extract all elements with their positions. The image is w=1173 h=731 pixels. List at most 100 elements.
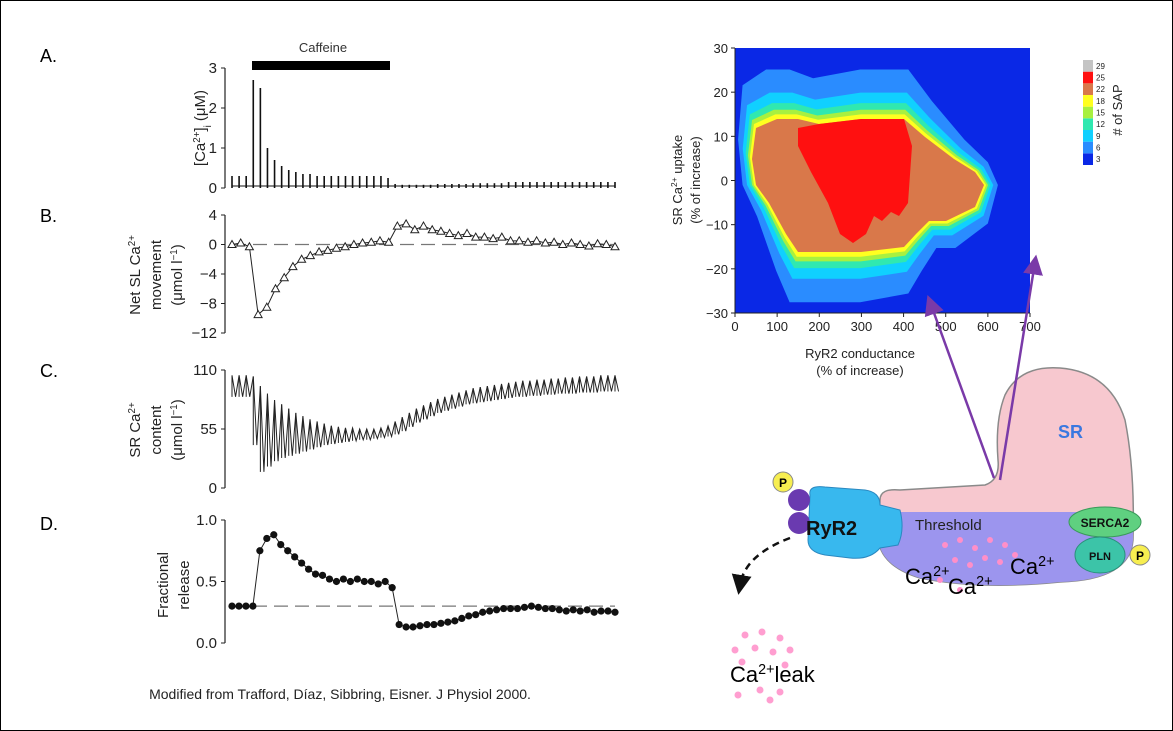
marker [472,611,480,619]
panel-letter: B. [40,206,57,226]
marker [346,577,354,586]
text-run: (% of increase) [816,363,903,378]
marker [284,547,292,555]
marker [339,575,348,583]
marker [279,272,290,282]
y-tick-label: 0 [721,174,728,189]
marker [322,245,333,254]
marker [277,541,285,549]
marker [228,602,236,610]
marker [488,233,498,243]
y-axis-label: (% of increase) [688,136,703,223]
marker [318,571,327,579]
y-tick-label: 1 [209,140,217,157]
y-tick-label: 0.5 [196,574,217,591]
y-tick-label: 110 [193,362,217,379]
marker [357,238,368,247]
y-tick-label: 0 [209,480,217,497]
marker [527,602,536,610]
y-axis-label: Fractional [155,552,172,618]
marker [374,580,382,588]
marker [557,239,568,248]
y-tick-label: 1.0 [196,512,217,529]
y-axis-label: Net SL Ca2+ [127,235,145,315]
link-arrow [924,294,996,479]
colorbar-cell [1083,71,1093,84]
marker [263,534,271,543]
superscript: −1 [169,404,180,415]
marker [375,235,385,245]
superscript: 2+ [976,574,992,590]
marker [520,603,529,611]
marker [496,232,507,241]
marker [235,602,243,610]
marker [575,239,586,248]
x-tick-label: 0 [731,319,738,334]
sr-label: SR [1058,422,1083,442]
marker [584,240,594,250]
marker [566,238,577,247]
marker [583,606,591,614]
marker [305,250,316,260]
marker [597,607,605,615]
marker [499,604,508,613]
y-tick-label: 0.0 [196,635,217,652]
panel-letter: D. [40,514,58,534]
marker [227,239,237,248]
marker [331,243,342,252]
text-run: release [176,560,193,609]
marker [305,565,313,573]
y-tick-label: 4 [209,207,217,224]
marker [416,622,424,630]
ryr2-label: RyR2 [806,518,857,540]
marker [395,620,403,629]
marker [604,607,612,615]
y-tick-label: 3 [209,60,217,77]
marker [444,618,452,626]
y-tick-label: −20 [706,262,728,277]
marker [514,235,525,245]
y-tick-label: 10 [714,129,728,144]
marker [430,620,438,629]
superscript: 2+ [192,131,203,142]
y-axis-label: release [176,560,193,609]
marker [493,606,501,614]
text-run: RyR2 conductance [805,346,915,361]
marker [402,623,410,631]
text-run: Net SL Ca [127,246,144,315]
x-tick-label: 700 [1019,319,1041,334]
marker [242,602,250,610]
marker [610,241,620,251]
p-label: P [779,476,787,490]
colorbar-label: 22 [1096,85,1105,94]
x-axis-label: RyR2 conductance [805,346,915,361]
y-tick-label: 55 [200,421,217,438]
colorbar-title: # of SAP [1110,84,1125,135]
marker [314,246,324,256]
marker [444,228,455,237]
colorbar-label: 9 [1096,132,1101,141]
marker [523,237,533,246]
marker [325,575,334,583]
marker [427,224,438,234]
text-run: movement [148,239,165,310]
marker [253,309,263,319]
text-run: leak [774,662,815,687]
text-run: [Ca [192,142,209,166]
panel-letter: A. [40,46,57,66]
y-axis-label: (μmol l−1) [169,244,187,305]
marker [381,577,389,586]
marker [409,224,420,234]
marker [311,570,320,578]
marker [576,607,584,615]
marker [555,606,563,614]
colorbar-label: 6 [1096,144,1101,153]
marker [256,547,264,555]
text-run: Ca [905,564,934,589]
marker [437,619,445,627]
y-tick-label: −30 [706,306,728,321]
text-run: ] [192,127,209,131]
caffeine-label: Caffeine [299,40,347,55]
